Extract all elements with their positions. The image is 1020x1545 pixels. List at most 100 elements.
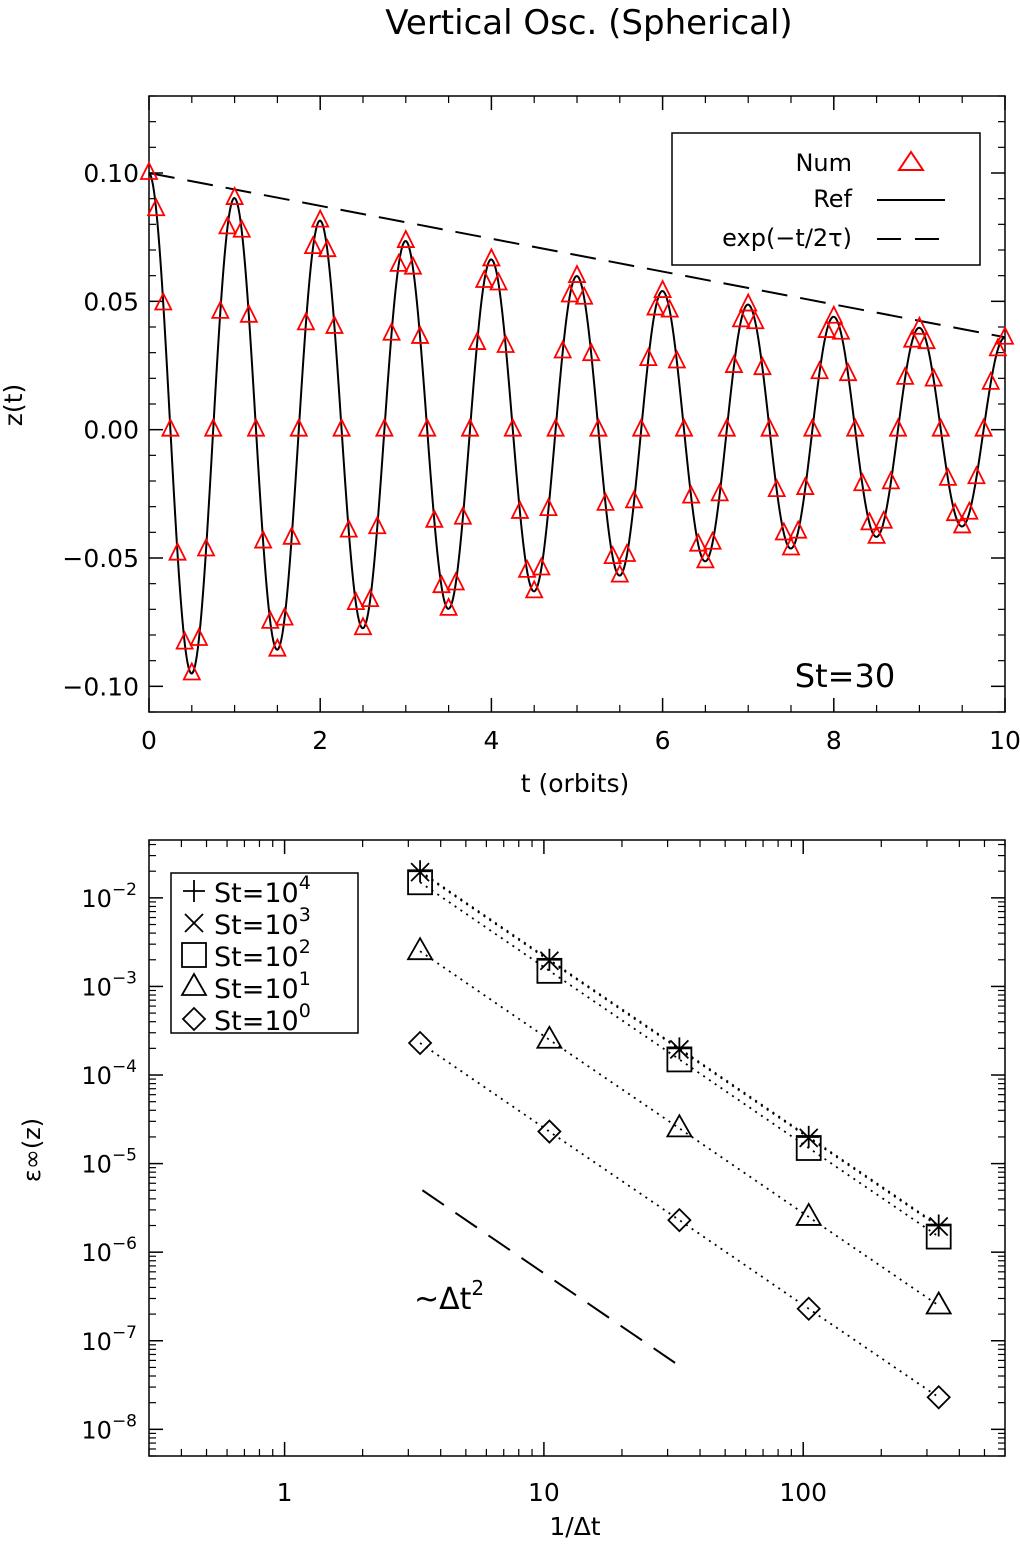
- legend-label: St=102: [214, 936, 311, 973]
- num-triangle-marker: [282, 525, 302, 545]
- num-triangle-marker: [567, 264, 587, 283]
- num-triangle-marker: [353, 616, 373, 636]
- top-axes: 0 2 4 6 8 10 0.10 0.05 0.00 −0.05 −0.10: [62, 95, 1020, 755]
- num-triangle-marker: [660, 298, 680, 318]
- num-triangle-marker: [988, 337, 1008, 357]
- legend-triangle-icon: [180, 972, 208, 996]
- num-triangle-marker: [182, 661, 202, 681]
- bottom-legend-box: [170, 872, 359, 1034]
- y-axis-label-bottom: ε∞(z): [18, 1118, 46, 1182]
- num-triangle-marker: [168, 541, 187, 561]
- num-triangle-marker: [289, 417, 309, 437]
- series-dotted-line: [419, 1042, 940, 1399]
- y-tick-exponent: −3: [112, 968, 137, 988]
- top-chart-title: Vertical Osc. (Spherical): [385, 3, 792, 43]
- num-triangle-marker: [860, 511, 879, 531]
- y-tick-exponent: −4: [112, 1057, 137, 1077]
- num-triangle-marker: [403, 255, 423, 275]
- num-triangle-marker: [275, 606, 294, 626]
- y-tick-label: 0.00: [83, 416, 139, 445]
- bottom-plot-frame: [148, 839, 1006, 1457]
- marker-diamond: [667, 1207, 692, 1233]
- num-triangle-marker: [246, 417, 266, 437]
- num-triangle-marker: [931, 417, 951, 437]
- num-triangle-marker: [810, 360, 829, 380]
- num-triangle-marker: [745, 310, 765, 330]
- num-triangle-marker: [959, 500, 979, 520]
- num-triangle-marker: [503, 417, 523, 437]
- num-triangle-marker: [474, 268, 494, 288]
- y-tick-base: 10: [81, 1062, 112, 1090]
- num-triangle-marker: [218, 215, 237, 235]
- num-triangle-marker: [646, 296, 665, 316]
- series-dotted-line: [419, 950, 940, 1307]
- y-tick-label: 0.10: [83, 159, 139, 188]
- y-tick-exponent: −8: [112, 1411, 137, 1431]
- marker-square: [666, 1046, 693, 1073]
- num-triangle-marker: [574, 285, 594, 305]
- y-tick-label-bottom: 10−6: [81, 1234, 137, 1267]
- num-triangle-marker: [225, 186, 245, 205]
- num-triangle-marker: [888, 417, 908, 437]
- num-triangle-marker: [631, 417, 651, 437]
- num-triangle-marker: [831, 320, 851, 340]
- x-tick-label: 10: [989, 726, 1020, 755]
- legend-label: St=104: [214, 872, 311, 909]
- num-triangle-marker: [153, 291, 173, 311]
- num-triangle-marker: [553, 339, 573, 359]
- x-tick-label: 6: [655, 726, 671, 755]
- legend-triangle-icon: [897, 150, 925, 171]
- num-triangle-marker: [581, 342, 601, 362]
- num-triangle-marker: [489, 271, 508, 291]
- y-tick-base: 10: [81, 1416, 112, 1444]
- y-tick-exponent: −2: [112, 880, 137, 900]
- y-tick-label-bottom: 10−5: [81, 1146, 137, 1179]
- marker-diamond: [926, 1385, 951, 1410]
- top-chart: Vertical Osc. (Spherical) 0 2 4 6 8 10 0.10 0.0…: [0, 3, 1020, 798]
- num-triangle-marker: [267, 637, 287, 657]
- legend-square-icon: [181, 942, 207, 968]
- reference-solid-line: [148, 172, 1006, 675]
- marker-square: [795, 1135, 822, 1161]
- num-triangle-marker: [703, 530, 722, 550]
- num-triangle-marker: [588, 417, 608, 437]
- marker-square: [925, 1223, 952, 1250]
- num-triangle-marker: [838, 362, 858, 382]
- num-triangle-marker: [139, 160, 159, 180]
- num-triangle-marker: [967, 465, 986, 485]
- num-triangle-marker: [909, 315, 929, 335]
- num-triangle-marker: [189, 627, 209, 646]
- num-triangle-marker: [610, 563, 630, 583]
- legend-label-exponent: 4: [299, 872, 311, 894]
- y-tick-label-bottom: 10−3: [81, 968, 137, 1001]
- num-triangle-marker: [146, 197, 166, 217]
- legend-label-exponent: 1: [299, 968, 311, 990]
- y-tick-label-bottom: 10−7: [81, 1323, 137, 1356]
- num-triangle-marker: [774, 521, 794, 541]
- num-triangle-marker: [874, 509, 894, 529]
- x-tick-label: 2: [312, 726, 328, 755]
- y-tick-base: 10: [81, 1151, 112, 1179]
- legend-label-base: St=10: [214, 974, 299, 1005]
- marker-diamond: [537, 1119, 562, 1144]
- num-triangle-marker: [624, 489, 644, 509]
- num-triangle-marker: [938, 466, 958, 486]
- legend-label-base: St=10: [214, 942, 299, 973]
- num-triangle-marker: [917, 330, 936, 350]
- legend-label-base: St=10: [214, 1006, 299, 1037]
- num-triangle-marker: [253, 529, 273, 549]
- y-tick-exponent: −5: [112, 1146, 137, 1166]
- num-triangle-marker: [382, 321, 401, 341]
- top-legend: Num Ref exp(−t/2τ): [671, 132, 981, 266]
- num-triangle-marker: [453, 505, 473, 525]
- num-triangle-marker: [867, 524, 887, 544]
- num-triangle-marker: [995, 325, 1015, 345]
- y-tick-base: 10: [81, 1239, 112, 1267]
- num-triangle-marker: [560, 283, 580, 303]
- num-triangle-marker: [845, 417, 865, 437]
- x-tick-label: 0: [141, 726, 157, 755]
- marker-triangle: [406, 936, 434, 961]
